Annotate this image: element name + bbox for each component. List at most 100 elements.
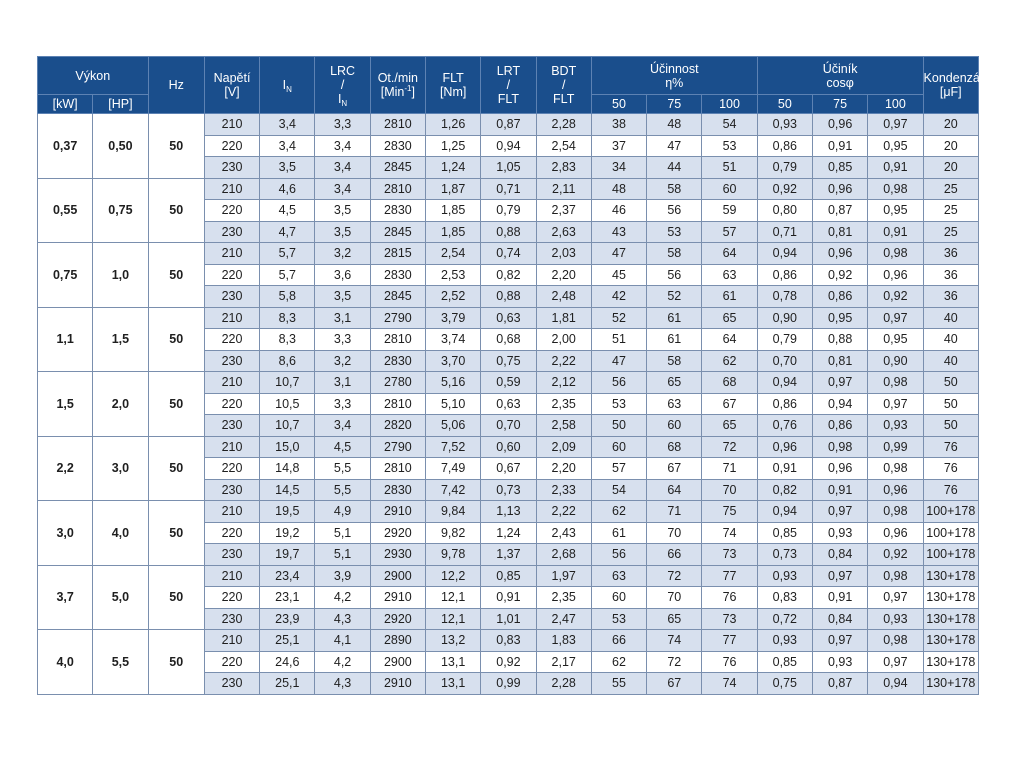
table-cell: 0,90	[756, 306, 813, 329]
table-row: 4,0 5,5 50 210 25,1 4,1 2890 13,2 0,83 1,83 66 74 77…	[36, 629, 980, 695]
table-cell: 62	[701, 349, 758, 372]
header-ucinik-75: 75	[811, 94, 869, 114]
table-cell: 42	[590, 285, 648, 308]
table-cell: 46	[590, 199, 648, 222]
table-cell: 0,99	[480, 672, 537, 695]
header-bdt-slash: /	[561, 78, 566, 92]
table-cell: 0,96	[756, 435, 813, 458]
table-cell: 100+178	[922, 500, 980, 523]
header-lrt-flt: LRT / FLT	[480, 56, 537, 114]
table-row: 230 10,7 3,4 2820 5,06 0,70 2,58 50 60 65 0,76 0,86…	[38, 414, 980, 437]
table-cell: 77	[701, 629, 758, 652]
table-cell: 25	[922, 220, 980, 243]
table-cell: 3,79	[424, 306, 482, 329]
table-cell: 3,5	[314, 199, 371, 222]
header-flt: FLT [Nm]	[424, 56, 482, 114]
power-kw-cell: 3,7	[36, 564, 94, 630]
header-ucinik-label: Účiník	[822, 61, 858, 76]
table-cell: 0,86	[811, 285, 869, 308]
table-cell: 2815	[369, 242, 427, 265]
table-cell: 230	[203, 543, 261, 566]
table-cell: 3,74	[424, 328, 482, 351]
table-cell: 0,97	[867, 650, 924, 673]
table-cell: 74	[646, 629, 703, 652]
table-cell: 230	[203, 349, 261, 372]
table-cell: 4,9	[314, 500, 371, 523]
table-cell: 0,98	[811, 435, 869, 458]
table-cell: 63	[646, 392, 703, 415]
table-cell: 0,96	[867, 478, 924, 501]
table-cell: 2830	[369, 134, 427, 157]
table-cell: 0,98	[867, 242, 924, 265]
table-cell: 74	[701, 672, 758, 695]
table-cell: 8,3	[259, 328, 316, 351]
table-cell: 37	[590, 134, 648, 157]
table-cell: 220	[203, 392, 261, 415]
table-cell: 72	[646, 650, 703, 673]
table-cell: 0,93	[811, 650, 869, 673]
table-cell: 0,95	[867, 134, 924, 157]
table-cell: 0,85	[756, 521, 813, 544]
table-cell: 47	[590, 242, 648, 265]
table-cell: 0,85	[756, 650, 813, 673]
header-ucinik-unit: cosφ	[826, 75, 854, 90]
table-cell: 2820	[369, 414, 427, 437]
table-cell: 54	[701, 113, 758, 136]
table-cell: 19,7	[259, 543, 316, 566]
table-row: 230 4,7 3,5 2845 1,85 0,88 2,63 43 53 57 0,71 0,81 0…	[38, 220, 980, 243]
table-cell: 0,95	[867, 199, 924, 222]
table-cell: 2830	[369, 263, 427, 286]
table-cell: 75	[701, 500, 758, 523]
table-cell: 220	[203, 134, 261, 157]
table-cell: 0,92	[756, 177, 813, 200]
header-lrt-top: LRT	[496, 64, 521, 78]
table-cell: 2830	[369, 478, 427, 501]
table-cell: 19,5	[259, 500, 316, 523]
table-cell: 220	[203, 521, 261, 544]
table-cell: 3,5	[314, 285, 371, 308]
table-cell: 0,88	[480, 220, 537, 243]
table-cell: 0,91	[811, 134, 869, 157]
table-cell: 47	[590, 349, 648, 372]
table-row: 1,1 1,5 50 210 8,3 3,1 2790 3,79 0,63 1,81 52 61 65 0…	[36, 306, 980, 372]
table-cell: 40	[922, 328, 980, 351]
table-cell: 72	[701, 435, 758, 458]
table-cell: 2,35	[535, 586, 592, 609]
table-cell: 5,5	[314, 457, 371, 480]
table-cell: 230	[203, 607, 261, 630]
table-cell: 1,13	[480, 500, 537, 523]
table-cell: 51	[590, 328, 648, 351]
table-cell: 4,5	[314, 435, 371, 458]
table-row: 0,55 0,75 50 210 4,6 3,4 2810 1,87 0,71 2,11 48 58 6…	[36, 177, 980, 243]
power-hp-cell: 1,5	[92, 306, 149, 372]
table-cell: 2,52	[424, 285, 482, 308]
table-cell: 230	[203, 220, 261, 243]
table-row: 220 4,5 3,5 2830 1,85 0,79 2,37 46 56 59 0,80 0,87 0…	[38, 199, 980, 222]
frequency-cell: 50	[147, 629, 205, 695]
table-cell: 0,85	[811, 156, 869, 179]
header-vykon: Výkon	[37, 56, 149, 95]
table-cell: 0,67	[480, 457, 537, 480]
table-cell: 7,42	[424, 478, 482, 501]
table-cell: 62	[590, 500, 648, 523]
table-cell: 210	[203, 177, 261, 200]
table-cell: 0,92	[867, 285, 924, 308]
frequency-cell: 50	[147, 177, 205, 243]
table-cell: 1,97	[535, 564, 592, 587]
table-cell: 60	[590, 586, 648, 609]
table-row: 220 23,1 4,2 2910 12,1 0,91 2,35 60 70 76 0,83 0,91…	[38, 586, 980, 609]
table-cell: 2,09	[535, 435, 592, 458]
table-cell: 220	[203, 650, 261, 673]
table-cell: 58	[646, 242, 703, 265]
table-cell: 23,1	[259, 586, 316, 609]
table-cell: 2,28	[535, 672, 592, 695]
table-cell: 0,80	[756, 199, 813, 222]
table-cell: 2,00	[535, 328, 592, 351]
table-cell: 2790	[369, 435, 427, 458]
table-cell: 0,88	[811, 328, 869, 351]
table-cell: 230	[203, 285, 261, 308]
table-cell: 0,97	[811, 371, 869, 394]
table-cell: 0,99	[867, 435, 924, 458]
table-cell: 53	[646, 220, 703, 243]
table-cell: 23,4	[259, 564, 316, 587]
